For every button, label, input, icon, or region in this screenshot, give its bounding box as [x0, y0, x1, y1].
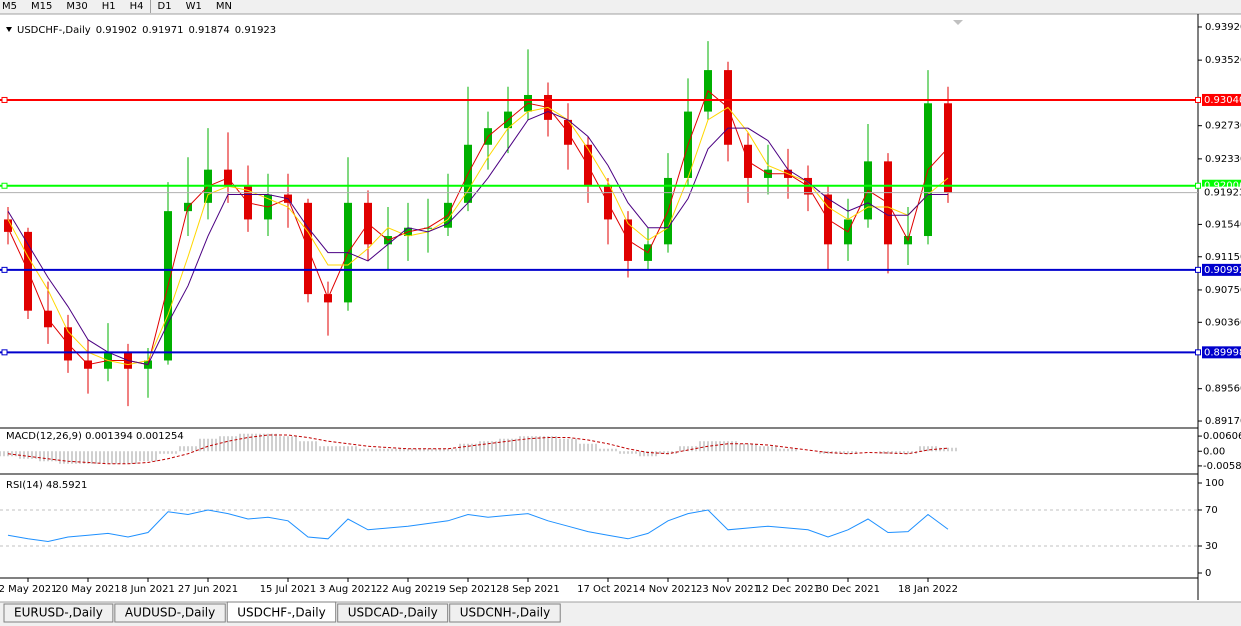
tab-label[interactable]: USDCNH-,Daily	[460, 606, 551, 620]
moving-average	[7, 90, 949, 366]
shift-marker	[953, 20, 963, 25]
symbol: USDCHF-,Daily	[17, 25, 91, 36]
time-label: 12 Dec 2021	[756, 584, 820, 595]
time-label: 22 Aug 2021	[376, 584, 440, 595]
macd-title: MACD(12,26,9) 0.001394 0.001254	[6, 431, 184, 442]
timeframe-button[interactable]: M15	[31, 1, 52, 12]
rsi-tick-label: 100	[1205, 478, 1224, 489]
candle-body	[4, 219, 12, 232]
symbol-arrow	[6, 27, 12, 32]
time-label: 9 Sep 2021	[439, 584, 496, 595]
timeframe-button[interactable]: H4	[130, 1, 144, 12]
tab[interactable]: EURUSD-,Daily	[3, 603, 114, 623]
level-label: 0.90992	[1204, 265, 1241, 276]
ohlc-value: 0.91923	[235, 25, 276, 36]
time-label: 3 Aug 2021	[319, 584, 377, 595]
macd-tick-label: -0.005866	[1203, 461, 1241, 472]
moving-average	[7, 111, 948, 366]
tab[interactable]: USDCHF-,Daily	[226, 601, 337, 623]
tab-label[interactable]: AUDUSD-,Daily	[125, 606, 215, 620]
level-label-box	[1202, 263, 1241, 276]
last-price-label: 0.91923	[1204, 188, 1241, 199]
tab[interactable]: USDCNH-,Daily	[449, 603, 561, 623]
chart-header: USDCHF-,Daily 0.91902 0.91971 0.91874 0.9192…	[17, 25, 276, 36]
tab-background	[337, 603, 449, 623]
tab-background	[3, 603, 114, 623]
tab[interactable]: AUDUSD-,Daily	[114, 603, 226, 623]
tab-label[interactable]: USDCAD-,Daily	[348, 606, 438, 620]
time-label: 28 Sep 2021	[496, 584, 559, 595]
time-label: 17 Oct 2021	[577, 584, 639, 595]
tab-background	[226, 601, 337, 623]
tab-label[interactable]: EURUSD-,Daily	[14, 606, 103, 620]
level-handle	[1, 96, 8, 103]
timeframe-button[interactable]: H1	[102, 1, 116, 12]
tab-label[interactable]: USDCHF-,Daily	[237, 606, 325, 620]
ohlc-value: 0.91902	[96, 25, 137, 36]
level-handle	[1, 349, 8, 356]
rsi-tick-label: 0	[1205, 568, 1211, 579]
tab-background	[114, 603, 226, 623]
rsi-tick-label: 30	[1205, 541, 1218, 552]
level-label-box	[1202, 346, 1241, 359]
last-price-box	[1202, 186, 1241, 199]
tab-background	[449, 603, 561, 623]
macd-tick-label: 0.00	[1203, 446, 1225, 457]
timeframe-button[interactable]: W1	[186, 1, 202, 12]
level-handle	[1, 266, 8, 273]
time-label: 23 Nov 2021	[696, 584, 760, 595]
rsi-line	[7, 509, 949, 543]
level-handle	[1, 182, 8, 189]
time-label: 4 Nov 2021	[639, 584, 697, 595]
time-label: 30 Dec 2021	[816, 584, 880, 595]
toolbar	[0, 0, 1241, 14]
moving-average	[7, 106, 949, 366]
macd-signal	[7, 434, 949, 465]
level-label: 0.92006	[1204, 181, 1241, 192]
time-label: 8 Jun 2021	[121, 584, 175, 595]
time-label: 15 Jul 2021	[260, 584, 317, 595]
level-handle	[1195, 96, 1201, 103]
rsi-title: RSI(14) 48.5921	[6, 480, 87, 491]
time-label: 2 May 2021	[0, 584, 57, 595]
level-label: 0.89998	[1204, 347, 1241, 358]
tab[interactable]: USDCAD-,Daily	[337, 603, 449, 623]
level-handle	[1195, 182, 1201, 189]
rsi-tick-label: 70	[1205, 505, 1218, 516]
level-handle	[1195, 349, 1201, 356]
macd-tick-label: 0.006068	[1203, 431, 1241, 442]
time-label: 18 Jan 2022	[898, 584, 958, 595]
timeframe-button[interactable]: MN	[216, 1, 232, 12]
level-label-box	[1202, 93, 1241, 106]
timeframe-button[interactable]: D1	[158, 1, 172, 12]
ohlc-value: 0.91971	[142, 25, 183, 36]
time-label: 20 May 2021	[55, 584, 120, 595]
ohlc-value: 0.91874	[188, 25, 229, 36]
level-handle	[1195, 266, 1201, 273]
timeframe-button[interactable]: M5	[2, 1, 17, 12]
time-label: 27 Jun 2021	[178, 584, 238, 595]
timeframe-button[interactable]: M30	[66, 1, 87, 12]
